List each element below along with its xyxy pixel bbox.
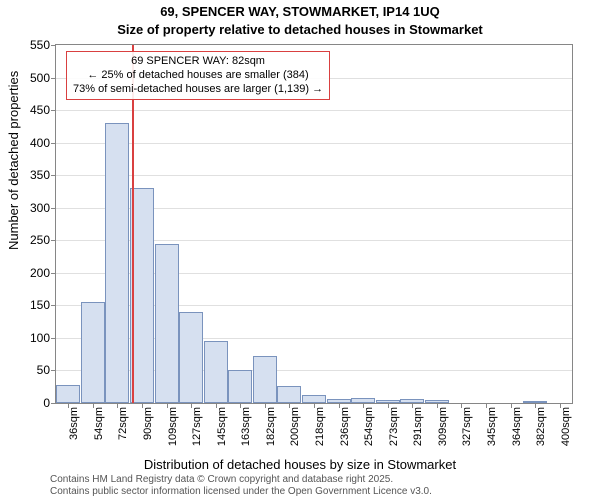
plot-area: 05010015020025030035040045050055036sqm54…: [55, 44, 573, 404]
y-tick-label: 100: [30, 331, 50, 345]
histogram-bar: [179, 312, 203, 403]
histogram-bar: [277, 386, 301, 403]
x-tick-label: 90sqm: [142, 407, 154, 440]
y-tick: [51, 110, 56, 111]
y-tick-label: 200: [30, 266, 50, 280]
y-tick-label: 450: [30, 103, 50, 117]
x-axis-label: Distribution of detached houses by size …: [0, 457, 600, 472]
y-tick: [51, 240, 56, 241]
y-tick-label: 150: [30, 298, 50, 312]
y-tick-label: 500: [30, 71, 50, 85]
x-tick-label: 400sqm: [560, 407, 572, 446]
footer-line-2: Contains public sector information licen…: [50, 486, 432, 498]
x-tick-label: 182sqm: [265, 407, 277, 446]
histogram-bar: [56, 385, 80, 403]
y-tick-label: 0: [43, 396, 50, 410]
x-tick-label: 218sqm: [314, 407, 326, 446]
y-tick-label: 550: [30, 38, 50, 52]
x-tick-label: 200sqm: [289, 407, 301, 446]
annotation-box: 69 SPENCER WAY: 82sqm← 25% of detached h…: [66, 51, 330, 100]
x-tick-label: 145sqm: [216, 407, 228, 446]
histogram-bar: [155, 244, 179, 403]
y-tick: [51, 208, 56, 209]
x-tick-label: 72sqm: [117, 407, 129, 440]
y-tick-label: 400: [30, 136, 50, 150]
x-tick-label: 309sqm: [437, 407, 449, 446]
x-tick-label: 254sqm: [363, 407, 375, 446]
annotation-line3: 73% of semi-detached houses are larger (…: [73, 83, 323, 97]
x-tick-label: 273sqm: [388, 407, 400, 446]
chart-title-2: Size of property relative to detached ho…: [0, 22, 600, 37]
y-tick-label: 350: [30, 168, 50, 182]
y-tick: [51, 45, 56, 46]
histogram-bar: [228, 370, 252, 403]
histogram-bar: [302, 395, 326, 403]
y-tick-label: 50: [37, 363, 50, 377]
y-tick: [51, 143, 56, 144]
x-tick-label: 127sqm: [191, 407, 203, 446]
annotation-line2: ← 25% of detached houses are smaller (38…: [73, 69, 323, 83]
histogram-bar: [204, 341, 228, 403]
x-tick-label: 364sqm: [511, 407, 523, 446]
x-tick-label: 345sqm: [486, 407, 498, 446]
x-tick-label: 382sqm: [535, 407, 547, 446]
y-tick: [51, 403, 56, 404]
y-tick: [51, 175, 56, 176]
x-tick-label: 327sqm: [461, 407, 473, 446]
footer-line-1: Contains HM Land Registry data © Crown c…: [50, 474, 432, 486]
x-tick-label: 109sqm: [167, 407, 179, 446]
histogram-bar: [81, 302, 105, 403]
x-tick-label: 36sqm: [68, 407, 80, 440]
y-tick: [51, 338, 56, 339]
x-tick-label: 163sqm: [240, 407, 252, 446]
x-tick-label: 54sqm: [93, 407, 105, 440]
y-tick-label: 300: [30, 201, 50, 215]
y-tick: [51, 370, 56, 371]
x-tick-label: 291sqm: [412, 407, 424, 446]
y-tick: [51, 273, 56, 274]
footer-attribution: Contains HM Land Registry data © Crown c…: [50, 474, 432, 498]
y-axis-label: Number of detached properties: [6, 71, 21, 250]
histogram-bar: [105, 123, 129, 403]
y-tick: [51, 305, 56, 306]
chart-title-1: 69, SPENCER WAY, STOWMARKET, IP14 1UQ: [0, 4, 600, 19]
histogram-bar: [253, 356, 277, 403]
y-tick: [51, 78, 56, 79]
annotation-line1: 69 SPENCER WAY: 82sqm: [73, 55, 323, 69]
x-tick-label: 236sqm: [339, 407, 351, 446]
y-tick-label: 250: [30, 233, 50, 247]
